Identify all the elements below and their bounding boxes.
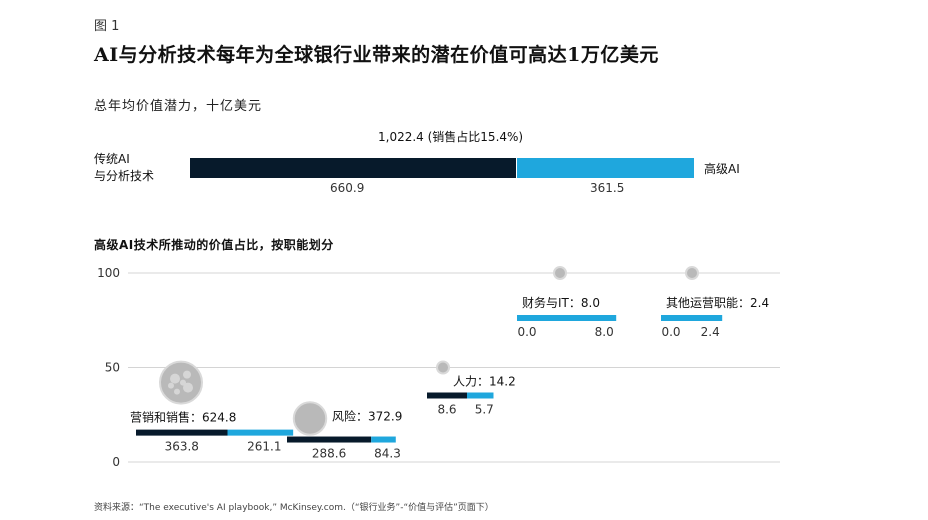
value-traditional-4: 0.0: [661, 325, 680, 339]
bubble-0: [159, 360, 203, 405]
value-traditional-1: 288.6: [312, 447, 346, 461]
value-traditional-0: 363.8: [165, 440, 199, 454]
bubble-2: [436, 360, 450, 375]
chart-title: AI与分析技术每年为全球银行业带来的潜在价值可高达1万亿美元: [94, 44, 659, 66]
total-bar-traditional: [190, 158, 516, 178]
y-tick-50: 50: [105, 361, 120, 375]
value-advanced-2: 5.7: [475, 403, 494, 417]
bubble-4: [685, 266, 699, 280]
bar-traditional-0: [136, 429, 228, 436]
bubble-label-3: 财务与IT：8.0: [522, 295, 600, 310]
bubble-3: [553, 266, 567, 280]
bubble-0-dot-0: [170, 373, 180, 384]
value-advanced-1: 84.3: [374, 447, 401, 461]
total-advanced-value: 361.5: [590, 181, 625, 195]
bubble-1: [292, 401, 328, 436]
bar-advanced-0: [227, 429, 294, 436]
legend-traditional-line1: 传统AI: [94, 152, 130, 166]
bubble-0-dot-1: [183, 370, 191, 379]
total-traditional-value: 660.9: [330, 181, 365, 195]
figure-label: 图 1: [94, 19, 120, 34]
bubble-label-2: 人力：14.2: [453, 375, 516, 389]
total-bar-advanced: [517, 158, 694, 178]
bar-traditional-2: [427, 392, 467, 399]
bubble-label-4: 其他运营职能：2.4: [666, 296, 769, 310]
value-advanced-4: 2.4: [701, 325, 720, 339]
value-traditional-3: 0.0: [517, 325, 536, 339]
bar-advanced-3: [517, 315, 617, 321]
legend-advanced-ai: 高级AI: [704, 162, 740, 176]
y-tick-100: 100: [97, 266, 120, 280]
value-traditional-2: 8.6: [437, 403, 456, 417]
bubble-label-0: 营销和销售：624.8: [130, 410, 236, 425]
bubble-0-dot-2: [183, 382, 193, 393]
bubble-0-dot-4: [168, 382, 174, 389]
section-title: 高级AI技术所推动的价值占比，按职能划分: [94, 238, 334, 252]
y-tick-0: 0: [112, 455, 120, 469]
bubble-0-dot-3: [174, 388, 180, 395]
bubble-0-dot-5: [180, 379, 186, 386]
bar-traditional-1: [287, 436, 372, 443]
bar-advanced-4: [661, 315, 723, 321]
source-note: 资料来源：“The executive's AI playbook,” McKi…: [94, 503, 494, 513]
bar-advanced-1: [371, 436, 396, 443]
legend-traditional-ai: 传统AI 与分析技术: [94, 151, 184, 185]
bar-advanced-2: [466, 392, 494, 399]
value-advanced-3: 8.0: [595, 325, 614, 339]
total-value-label: 1,022.4 (销售占比15.4%): [378, 130, 524, 144]
bubble-label-1: 风险：372.9: [332, 409, 402, 424]
value-advanced-0: 261.1: [247, 440, 281, 454]
legend-traditional-line2: 与分析技术: [94, 169, 155, 183]
chart-subtitle: 总年均价值潜力，十亿美元: [94, 99, 263, 114]
